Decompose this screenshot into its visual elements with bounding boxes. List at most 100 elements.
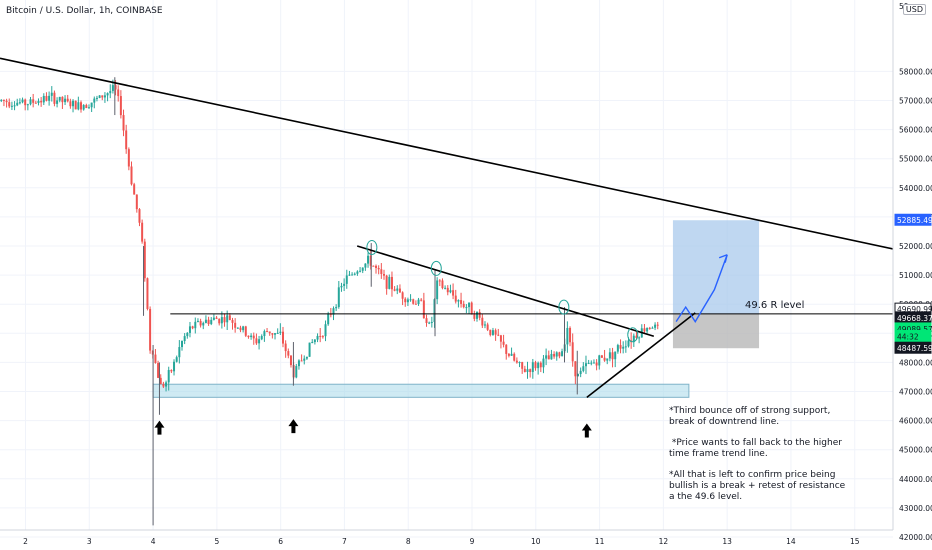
- candle-body: [53, 92, 56, 104]
- price-tick-label: 43000.00: [899, 504, 932, 513]
- target-zone: [672, 220, 760, 314]
- candle-body: [50, 92, 53, 96]
- candle-body: [313, 339, 316, 343]
- candle-body: [239, 327, 242, 331]
- candle-body: [483, 324, 486, 326]
- analysis-notes: *Third bounce off of strong support, bre…: [669, 406, 849, 513]
- candle-body: [228, 315, 231, 321]
- candle-body: [577, 374, 580, 377]
- touch-circle: [430, 260, 442, 276]
- candle-body: [327, 313, 330, 325]
- candle-body: [425, 318, 428, 323]
- candle-body: [244, 326, 247, 336]
- candle-body: [380, 269, 383, 274]
- candle-body: [353, 273, 356, 275]
- candle-body: [537, 362, 540, 369]
- candle-body: [340, 285, 343, 288]
- candle-body: [396, 288, 399, 291]
- candle-body: [281, 331, 284, 344]
- candle-body: [196, 320, 199, 322]
- support-zone: [152, 383, 690, 398]
- candle-body: [186, 332, 189, 337]
- time-tick-label: 10: [531, 537, 541, 546]
- time-tick-label: 14: [786, 537, 796, 546]
- touch-circle: [558, 299, 570, 315]
- long-term-downtrend-line: [0, 57, 894, 250]
- price-tick-label: 44000.00: [899, 475, 932, 484]
- candle-body: [566, 327, 569, 345]
- candle-body: [444, 287, 447, 289]
- candle-body: [236, 327, 239, 329]
- candle-body: [303, 358, 306, 361]
- price-label: 48487.59: [897, 344, 932, 353]
- candle-body: [122, 115, 125, 131]
- candle-body: [656, 324, 659, 326]
- candle-body: [367, 255, 370, 264]
- candle-body: [654, 324, 657, 328]
- candle-body: [0, 99, 3, 101]
- candle-body: [18, 102, 21, 104]
- candle-body: [603, 357, 606, 361]
- candle-body: [428, 322, 431, 324]
- note-3: *All that is left to confirm price being…: [669, 470, 849, 502]
- candle-body: [260, 336, 263, 340]
- time-tick-label: 6: [278, 537, 283, 546]
- candle-body: [21, 99, 24, 103]
- candle-body: [58, 96, 61, 101]
- candle-body: [627, 340, 630, 347]
- candle-body: [600, 355, 603, 358]
- candle-body: [135, 194, 138, 210]
- candle-body: [181, 341, 184, 348]
- candle-body: [460, 300, 463, 304]
- candle-body: [194, 321, 197, 329]
- candle-body: [37, 100, 40, 103]
- candle-body: [476, 312, 479, 319]
- candle-body: [178, 347, 181, 358]
- candle-body: [635, 335, 638, 338]
- candle-body: [465, 307, 468, 309]
- price-tick-label: 54000.00: [899, 184, 932, 193]
- candle-body: [369, 255, 372, 266]
- candle-body: [202, 322, 205, 326]
- candle-body: [252, 335, 255, 339]
- candle-body: [154, 354, 157, 364]
- candle-body: [165, 382, 168, 387]
- candle-body: [608, 352, 611, 359]
- candle-body: [125, 130, 128, 150]
- touch-circle: [366, 239, 378, 255]
- time-axis: 2 3 4 5 6 7 8 9 10 11 12 13 14 15: [0, 529, 893, 546]
- candle-body: [117, 89, 120, 97]
- candle-body: [210, 319, 213, 325]
- candle-body: [343, 283, 346, 286]
- candle-body: [149, 308, 152, 351]
- candle-body: [414, 303, 417, 305]
- candle-body: [61, 96, 64, 103]
- candle-body: [393, 289, 396, 291]
- candle-body: [624, 346, 627, 348]
- candle-body: [348, 274, 351, 276]
- candle-body: [42, 95, 45, 103]
- candle-body: [590, 362, 593, 364]
- price-label-box: [894, 341, 932, 354]
- candle-body: [106, 93, 109, 96]
- price-tick-label: 47000.00: [899, 388, 932, 397]
- candle-body: [499, 335, 502, 342]
- candle-body: [297, 360, 300, 367]
- candle-body: [417, 299, 420, 305]
- candle-body: [93, 98, 96, 103]
- candle-body: [595, 362, 598, 366]
- currency-badge[interactable]: USD: [902, 4, 926, 15]
- price-tick-label: 58000.00: [899, 67, 932, 76]
- candle-body: [558, 352, 561, 357]
- candle-body: [234, 322, 237, 328]
- price-label: 52885.49: [897, 216, 932, 225]
- candle-body: [274, 333, 277, 335]
- candle-body: [452, 290, 455, 296]
- candle-body: [188, 326, 191, 333]
- time-tick-label: 3: [87, 537, 92, 546]
- price-tick-label: 56000.00: [899, 126, 932, 135]
- candle-body: [319, 335, 322, 337]
- candle-body: [584, 363, 587, 367]
